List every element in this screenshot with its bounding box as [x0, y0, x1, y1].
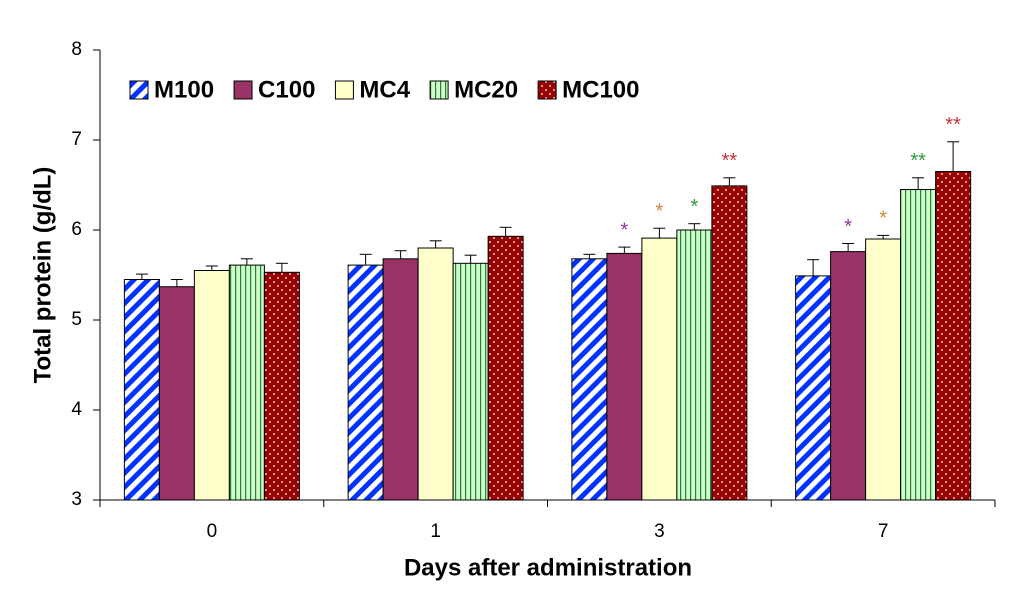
bar: [123, 279, 160, 501]
y-tick-label: 6: [71, 219, 82, 240]
legend-label: M100: [154, 76, 214, 103]
bar: [158, 286, 195, 501]
bar: [487, 235, 524, 501]
bar: [452, 262, 489, 501]
y-tick-label: 4: [71, 399, 82, 420]
significance-label: **: [945, 114, 961, 136]
legend-swatch: [429, 80, 449, 100]
bar: [263, 271, 300, 501]
legend-swatch: [334, 80, 354, 100]
significance-label: **: [910, 150, 926, 172]
legend-swatch: [537, 80, 557, 100]
significance-label: *: [620, 219, 628, 241]
bar: [676, 229, 713, 501]
y-tick-label: 5: [71, 309, 82, 330]
significance-label: *: [655, 200, 663, 222]
bar: [347, 264, 384, 501]
y-axis-title: Total protein (g/dL): [29, 167, 56, 384]
bar: [711, 185, 748, 501]
legend-swatch: [233, 80, 253, 100]
significance-label: *: [690, 196, 698, 218]
bar: [935, 171, 972, 501]
legend-label: MC20: [454, 76, 518, 103]
y-tick-label: 7: [71, 129, 82, 150]
legend-label: C100: [258, 76, 315, 103]
x-tick-label: 1: [430, 521, 441, 542]
significance-label: *: [844, 216, 852, 238]
bar: [382, 258, 419, 501]
bar: [228, 264, 265, 501]
bar: [641, 237, 678, 501]
y-tick-label: 8: [71, 39, 82, 60]
x-axis-title: Days after administration: [404, 554, 692, 581]
legend-label: MC4: [359, 76, 410, 103]
bar: [830, 251, 867, 501]
bar: [795, 275, 832, 501]
legend-swatch: [129, 80, 149, 100]
x-tick-label: 7: [878, 521, 889, 542]
y-tick-label: 3: [71, 489, 82, 510]
bar: [900, 189, 937, 501]
significance-label: **: [722, 150, 738, 172]
x-tick-label: 0: [207, 521, 218, 542]
x-tick-label: 3: [654, 521, 665, 542]
bar: [193, 270, 230, 501]
legend-label: MC100: [562, 76, 639, 103]
bar: [865, 238, 902, 501]
bar: [571, 258, 608, 501]
significance-label: *: [879, 208, 887, 230]
bar: [417, 247, 454, 501]
bar: [606, 252, 643, 501]
